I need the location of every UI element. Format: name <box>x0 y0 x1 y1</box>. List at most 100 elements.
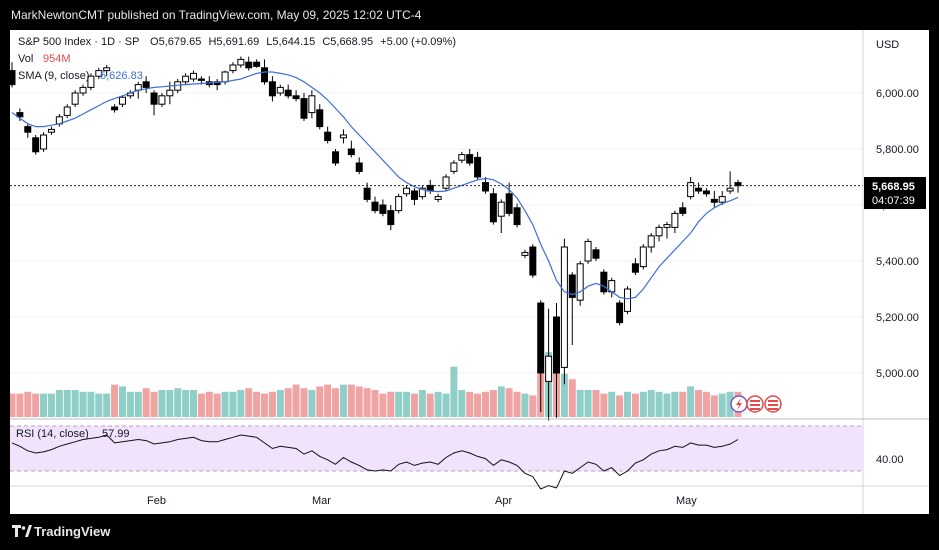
candle-body-down <box>363 187 371 200</box>
candle <box>410 188 418 205</box>
volume-bar <box>624 391 632 417</box>
candle <box>576 261 584 306</box>
sma-value: 5,626.83 <box>100 70 143 82</box>
price-tick-label: 6,000.00 <box>876 88 919 100</box>
candle-body-down <box>371 201 379 212</box>
candle-body-up <box>182 75 190 83</box>
countdown-value: 04:07:39 <box>872 195 915 207</box>
volume-bar <box>639 391 647 417</box>
candle <box>10 62 16 88</box>
low-label: L <box>266 36 272 48</box>
volume-bar <box>379 393 387 417</box>
volume-bar <box>253 391 261 417</box>
candle <box>253 59 261 68</box>
candle-body-up <box>450 162 458 172</box>
candle <box>734 179 742 193</box>
candle <box>229 62 237 74</box>
volume-bar <box>576 390 584 417</box>
candle <box>71 90 79 107</box>
volume-bar <box>10 393 16 417</box>
candle-body-up <box>458 154 466 161</box>
candle <box>332 149 340 166</box>
candle-body-down <box>553 316 560 374</box>
candle <box>687 177 695 200</box>
candle-body-down <box>702 190 710 195</box>
volume-bar <box>679 391 687 417</box>
candle-body-up <box>576 263 584 301</box>
volume-bar <box>584 390 592 417</box>
candle-body-up <box>418 187 426 198</box>
candle <box>663 221 671 239</box>
volume-bar <box>560 373 568 417</box>
lightning-icon <box>736 398 742 410</box>
volume-bar <box>47 393 55 417</box>
high-label: H <box>208 36 216 48</box>
volume-bar <box>245 388 253 417</box>
volume-bar <box>371 390 379 417</box>
candle <box>553 303 560 418</box>
open-value: 5,679.65 <box>159 36 202 48</box>
volume-bar <box>481 391 489 417</box>
candle-body-down <box>332 151 340 164</box>
candle-body-down <box>710 198 718 203</box>
candle <box>268 76 276 102</box>
candle <box>166 81 174 105</box>
candle-body-down <box>631 263 639 273</box>
published-text: MarkNewtonCMT published on TradingView.c… <box>11 8 422 22</box>
open-label: O <box>150 36 159 48</box>
volume-bar <box>616 395 624 417</box>
volume-bar <box>387 391 395 417</box>
volume-bar <box>710 395 718 417</box>
candle <box>702 188 710 197</box>
candle <box>458 151 466 163</box>
candle <box>237 56 245 68</box>
candle-body-up <box>79 86 87 94</box>
currency-label[interactable]: USD <box>876 39 899 51</box>
candle <box>190 70 197 82</box>
candle-body-up <box>71 92 79 105</box>
candle-body-down <box>679 207 687 214</box>
low-value: 5,644.15 <box>272 36 315 48</box>
candle <box>158 93 166 107</box>
volume-bar <box>442 393 450 417</box>
candle-body-down <box>292 95 300 100</box>
close-label: C <box>322 36 330 48</box>
volume-bar <box>497 386 505 417</box>
candle-body-down <box>142 81 150 88</box>
volume-bar <box>458 390 466 417</box>
candle-body-up <box>639 246 647 268</box>
candle <box>118 95 126 107</box>
volume-bar <box>671 391 679 417</box>
candle-body-down <box>245 61 253 69</box>
candle-body-up <box>497 201 505 217</box>
volume-bar <box>284 388 292 417</box>
time-label-apr: Apr <box>495 495 512 507</box>
candle <box>371 196 379 214</box>
candle-body-up <box>95 70 103 77</box>
volume-bar <box>292 384 300 417</box>
candle-body-down <box>600 271 608 293</box>
candle-body-down <box>616 302 624 324</box>
candle <box>308 90 316 119</box>
volume-bar <box>182 390 190 417</box>
candle-body-down <box>379 204 387 214</box>
candle-body-up <box>521 252 529 256</box>
volume-bar <box>118 386 126 417</box>
chart-canvas[interactable]: S&P 500 Index · 1D · SP O5,679.65 H5,691… <box>10 30 929 514</box>
volume-bar <box>79 391 87 417</box>
candle <box>213 79 221 91</box>
candle <box>624 286 632 315</box>
volume-bar <box>268 391 276 417</box>
candle <box>474 151 482 180</box>
candle-body-down <box>261 67 269 83</box>
candle-body-down <box>150 92 158 105</box>
candle-body-up <box>718 196 726 203</box>
volume-bar <box>568 379 576 417</box>
volume-bar <box>16 393 24 417</box>
candle-body-up <box>190 72 197 80</box>
last-price-tag <box>864 177 926 209</box>
candle-body-down <box>268 81 276 97</box>
time-label-mar: Mar <box>312 495 331 507</box>
event-icons[interactable] <box>730 395 782 413</box>
price-tick-label: 5,800.00 <box>876 144 919 156</box>
